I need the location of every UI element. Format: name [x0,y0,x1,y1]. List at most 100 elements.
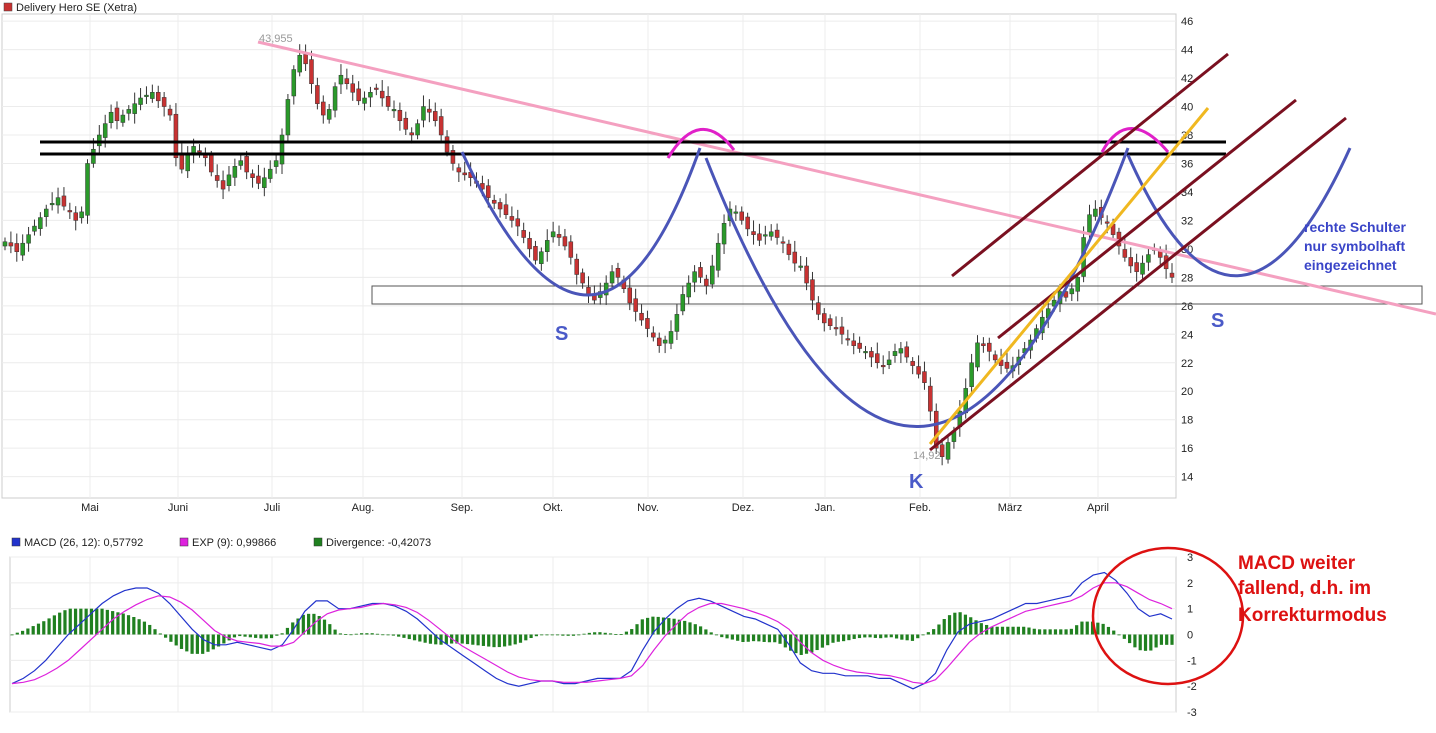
candle-body [150,92,155,99]
price-y-tick: 46 [1181,16,1193,28]
divergence-bar [238,634,242,637]
divergence-bar [863,634,867,638]
candle-body [645,318,650,329]
divergence-bar [709,632,713,635]
price-y-tick: 14 [1181,472,1193,484]
candle-body [356,88,361,102]
divergence-bar [116,612,120,635]
candle-body [185,154,190,172]
candle-body [662,339,668,344]
candle-body [892,351,898,356]
candle-body [544,240,550,252]
divergence-bar [1122,634,1126,639]
divergence-bar [465,634,470,645]
divergence-bar [1053,629,1058,635]
divergence-bar [280,633,284,635]
candle-body [450,150,456,164]
macd-y-tick: -1 [1187,655,1197,667]
divergence-bar [1138,634,1142,651]
divergence-bar [550,634,554,636]
macd-line [11,571,1173,690]
candle-body [108,111,114,124]
month-label: Aug. [352,502,375,514]
divergence-bar [1117,634,1121,636]
divergence-bar [799,634,803,655]
divergence-bar [1106,626,1111,635]
month-label: Dez. [732,502,755,514]
divergence-bar [1085,621,1089,635]
candle-body [55,197,61,206]
legend-entry: EXP (9): 0,99866 [192,537,276,549]
candle-body [527,238,532,250]
divergence-bar [365,633,369,635]
candle-body [586,287,591,295]
candle-body [285,99,291,136]
divergence-bar [328,624,332,635]
divergence-bar [1080,621,1084,635]
candle-body [1134,262,1139,272]
candle-body [144,94,149,97]
divergence-bar [1154,634,1158,648]
candle-body [816,302,821,315]
candle-body [321,101,326,116]
candle-body [880,365,886,368]
divergence-bar [916,634,920,639]
macd-note-line-1: MACD weiter [1238,553,1356,574]
candle-body [674,314,680,332]
price-y-tick: 26 [1181,301,1193,313]
candle-body [851,340,856,346]
candle-body [533,246,538,261]
divergence-bar [836,634,840,642]
divergence-bar [688,622,692,635]
divergence-bar [317,615,321,635]
candle-body [179,153,185,170]
divergence-bar [206,634,210,652]
divergence-bar [778,634,782,644]
divergence-bar [921,634,925,636]
divergence-bar [275,634,279,636]
month-label: März [998,502,1022,514]
divergence-bar [1149,634,1153,651]
divergence-bar [391,634,395,636]
support-zone-box [371,285,1423,305]
divergence-bar [174,634,178,646]
divergence-bar [476,634,480,646]
divergence-bar [1143,634,1148,651]
candle-body [550,231,556,238]
divergence-bar [577,634,581,636]
candle-body [1004,361,1010,369]
month-label: Sep. [451,502,474,514]
divergence-bar [428,634,433,644]
divergence-bar [661,617,666,635]
divergence-bar [619,634,623,635]
month-label: Mai [81,502,99,514]
candle-body [120,114,126,123]
candle-body [67,210,73,213]
divergence-bar [301,614,305,635]
candle-body [315,85,320,104]
candle-body [733,211,739,214]
divergence-bar [439,634,443,645]
price-plot-frame [1,13,1177,499]
candle-body [933,410,939,449]
divergence-bar [582,633,586,635]
candle-body [704,278,709,287]
candle-body [904,346,910,358]
candle-body [627,287,633,304]
divergence-bar [344,634,348,635]
divergence-bar [593,632,597,635]
divergence-bar [794,634,798,654]
candle-body [651,332,656,338]
candle-body [114,107,120,122]
candle-body [173,113,179,159]
divergence-bar [307,613,311,635]
candle-body [774,229,780,238]
candle-body [639,312,644,321]
price-y-tick: 20 [1181,386,1193,398]
price-y-tick: 40 [1181,102,1193,114]
candle-body [981,343,986,346]
candle-body [692,271,697,283]
divergence-bar [947,615,952,635]
candle-body [910,361,915,366]
candle-body [486,185,491,198]
